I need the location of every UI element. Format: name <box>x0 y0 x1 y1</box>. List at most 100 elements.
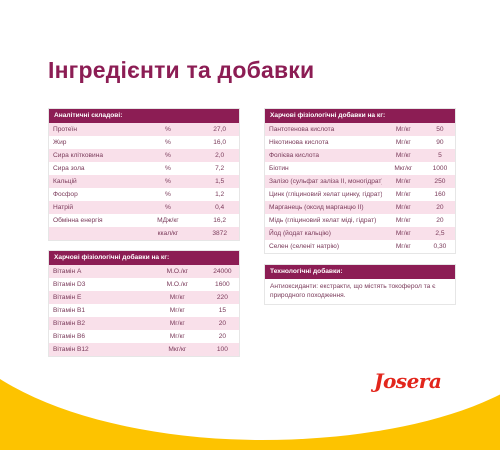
row-label: Вітамін B1 <box>53 307 86 314</box>
analytical-header: Аналітичні складові: <box>49 109 239 123</box>
row-unit: Мкг/кг <box>394 165 413 172</box>
josera-logo: Josera <box>374 369 442 393</box>
table-row: Марганець (оксид марганцю II) Мг/кг 20 <box>265 201 455 214</box>
row-value: 1000 <box>432 165 448 172</box>
table-row: Кальцій% 1,5 <box>49 175 239 188</box>
row-label: Біотин <box>269 165 289 172</box>
row-value: 220 <box>216 294 228 301</box>
row-label: Мідь (гліциновий хелат міді, гідрат) <box>269 217 377 224</box>
table-row: Пантотенова кислота Мг/кг 50 <box>265 123 455 136</box>
table-row: Біотин Мкг/кг 1000 <box>265 162 455 175</box>
row-label: Вітамін B6 <box>53 333 86 340</box>
table-row: Вітамін B6 Мг/кг 20 <box>49 330 239 343</box>
row-value: 0,30 <box>433 243 447 250</box>
row-unit: % <box>164 165 171 172</box>
row-label: Натрій <box>53 204 74 211</box>
table-row: Вітамін B12 Мкг/кг 100 <box>49 343 239 356</box>
row-unit: М.О./кг <box>166 281 188 288</box>
row-label: Йод (йодат кальцію) <box>269 230 331 237</box>
row-label <box>49 227 136 240</box>
row-value: 20 <box>218 333 227 340</box>
row-unit: % <box>164 191 171 198</box>
row-value: 3872 <box>212 230 227 237</box>
row-label: Вітамін B12 <box>53 346 89 353</box>
table-row: Цинк (гліциновий хелат цинку, гідрат) Мг/… <box>265 188 455 201</box>
row-label: Жир <box>53 139 67 146</box>
row-label: Сира клітковина <box>53 152 104 159</box>
row-value: 90 <box>436 139 444 146</box>
row-unit: % <box>164 139 171 146</box>
row-value: 1,5 <box>215 178 225 185</box>
table-row: Вітамін B1 Мг/кг 15 <box>49 304 239 317</box>
row-unit: Мг/кг <box>395 243 411 250</box>
row-label: Протеїн <box>53 126 78 133</box>
row-unit: % <box>164 152 171 159</box>
row-unit: ккал/кг <box>157 230 179 237</box>
row-value: 20 <box>436 204 444 211</box>
table-row: Вітамін B2 Мг/кг 20 <box>49 317 239 330</box>
row-value: 1600 <box>215 281 230 288</box>
row-label: Сира зола <box>53 165 85 172</box>
row-label: Вітамін D3 <box>53 281 86 288</box>
row-unit: Мг/кг <box>395 178 411 185</box>
row-unit: Мкг/кг <box>168 346 187 353</box>
row-label: Фосфор <box>53 191 78 198</box>
vitamins-rows: Вітамін A М.О./кг 24000 Вітамін D3 М.О./кг 16… <box>49 265 239 356</box>
row-label: Вітамін E <box>53 294 82 301</box>
table-row: Вітамін E Мг/кг 220 <box>49 291 239 304</box>
row-unit: Мг/кг <box>395 230 411 237</box>
row-label: Обмінна енергія <box>53 217 103 224</box>
technological-header: Технологічні добавки: <box>265 265 455 279</box>
row-value: 2,0 <box>215 152 225 159</box>
additives-header: Харчові фізіологічні добавки на кг: <box>265 109 455 123</box>
row-unit: Мг/кг <box>169 320 185 327</box>
row-value: 100 <box>216 346 228 353</box>
row-value: 20 <box>436 217 444 224</box>
table-row: Нікотинова кислота Мг/кг 90 <box>265 136 455 149</box>
table-row: Селен (селеніт натрію) Мг/кг 0,30 <box>265 240 455 253</box>
table-row: Залізо (сульфат заліза II, моногідрат) Мг… <box>265 175 455 188</box>
row-value: 1,2 <box>215 191 225 198</box>
table-row: ккал/кг 3872 <box>49 227 239 240</box>
row-value: 20 <box>218 320 227 327</box>
row-unit: М.О./кг <box>166 268 188 275</box>
row-unit: МДж/кг <box>157 217 179 224</box>
table-row: Мідь (гліциновий хелат міді, гідрат) Мг/к… <box>265 214 455 227</box>
analytical-rows: Протеїн% 27,0 Жир% 16,0 Сира клітковина% 2,0 С… <box>49 123 239 240</box>
row-label: Марганець (оксид марганцю II) <box>269 204 364 211</box>
row-value: 5 <box>438 152 442 159</box>
analytical-panel: Аналітичні складові: Протеїн% 27,0 Жир% 16,… <box>48 108 240 241</box>
table-row: Вітамін A М.О./кг 24000 <box>49 265 239 278</box>
row-value: 160 <box>434 191 446 198</box>
table-row: Обмінна енергія МДж/кг 16,2 <box>49 214 239 227</box>
page-title: Інгредієнти та добавки <box>48 57 315 83</box>
row-label: Фолієва кислота <box>269 152 320 159</box>
row-unit: % <box>164 126 171 133</box>
additives-rows: Пантотенова кислота Мг/кг 50 Нікотинова кис… <box>265 123 455 253</box>
row-value: 27,0 <box>213 126 227 133</box>
row-value: 16,2 <box>213 217 227 224</box>
row-unit: Мг/кг <box>169 307 185 314</box>
row-label: Вітамін A <box>53 268 82 275</box>
row-label: Нікотинова кислота <box>269 139 329 146</box>
vitamins-panel: Харчові фізіологічні добавки на кг: Віта… <box>48 250 240 357</box>
row-unit: Мг/кг <box>395 152 411 159</box>
table-row: Натрій% 0,4 <box>49 201 239 214</box>
table-row: Сира клітковина% 2,0 <box>49 149 239 162</box>
row-unit: Мг/кг <box>169 294 185 301</box>
row-value: 15 <box>218 307 227 314</box>
row-label: Цинк (гліциновий хелат цинку, гідрат) <box>269 191 382 198</box>
row-label: Залізо (сульфат заліза II, моногідрат) <box>269 178 382 185</box>
row-unit: % <box>164 178 171 185</box>
row-value: 2,5 <box>435 230 445 237</box>
row-label: Пантотенова кислота <box>269 126 335 133</box>
row-unit: Мг/кг <box>395 139 411 146</box>
row-unit: Мг/кг <box>395 217 411 224</box>
technological-panel: Технологічні добавки: Антиоксиданти: екс… <box>264 264 456 305</box>
row-value: 7,2 <box>215 165 225 172</box>
vitamins-header: Харчові фізіологічні добавки на кг: <box>49 251 239 265</box>
row-unit: Мг/кг <box>169 333 185 340</box>
row-value: 24000 <box>213 268 232 275</box>
row-unit: Мг/кг <box>395 191 411 198</box>
additives-panel: Харчові фізіологічні добавки на кг: Пант… <box>264 108 456 254</box>
